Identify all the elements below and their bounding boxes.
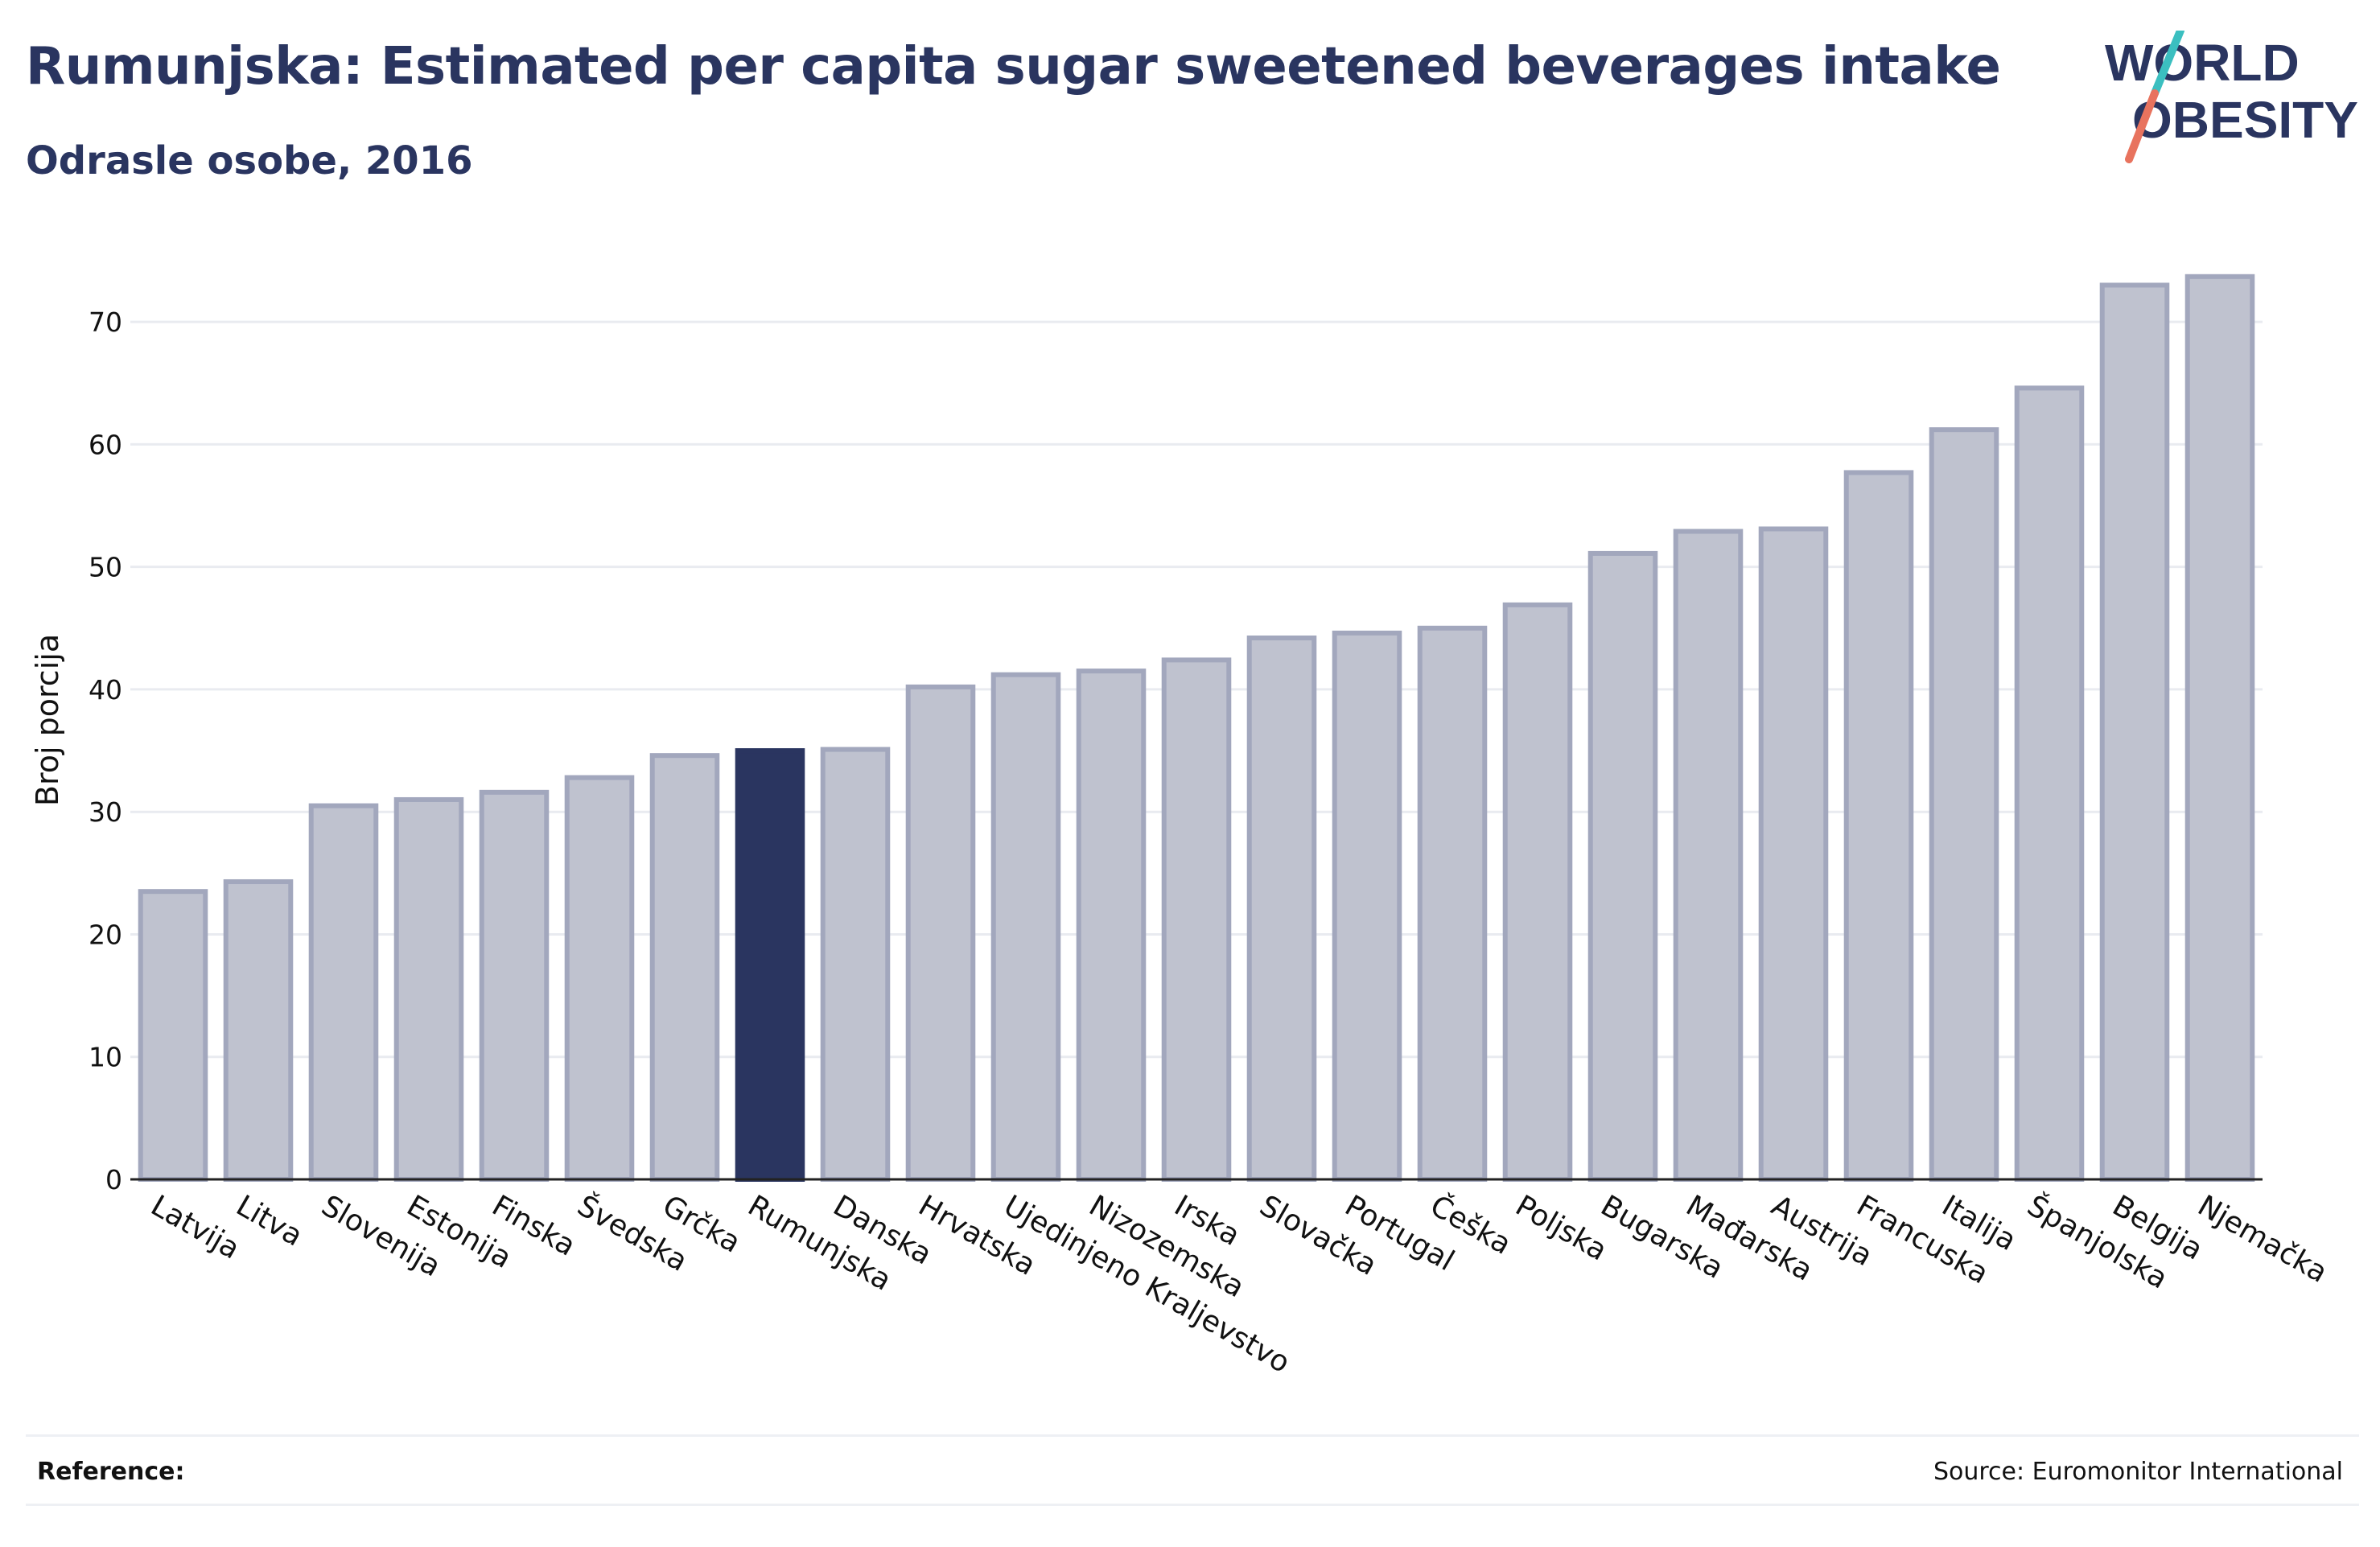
y-tick-label: 0: [105, 1164, 122, 1195]
x-tick-label: Litva: [231, 1189, 308, 1253]
bar-estonija: [393, 796, 464, 1182]
y-tick-label: 30: [89, 796, 122, 828]
world-obesity-logo: WORLD OBESITY: [2105, 31, 2358, 163]
bar-slovačka: [1246, 635, 1317, 1182]
bar-italija: [1929, 427, 1999, 1182]
y-tick-label: 70: [89, 307, 122, 338]
bar-litva: [223, 878, 294, 1182]
bar-slovenija: [308, 803, 379, 1182]
y-axis-label: Broj porcija: [30, 634, 65, 806]
x-tick-label: Njemačka: [2193, 1189, 2333, 1290]
chart-subtitle: Odrasle osobe, 2016: [26, 138, 473, 183]
bar-portugal: [1332, 630, 1402, 1182]
bar-bugarska: [1587, 550, 1658, 1182]
bar-češka: [1417, 625, 1488, 1182]
bar-irska: [1161, 657, 1232, 1182]
x-tick-label: Latvija: [146, 1189, 245, 1265]
bar-grčka: [649, 753, 720, 1182]
y-tick-label: 10: [89, 1042, 122, 1073]
bar-hrvatska: [905, 684, 976, 1182]
bar-mađarska: [1673, 529, 1744, 1182]
y-tick-labels: 0 10 20 30 40 50 60 70: [89, 307, 122, 1195]
logo-slash-teal: [2151, 31, 2184, 97]
chart-title: Rumunjska: Estimated per capita sugar sw…: [26, 37, 2001, 97]
bar-latvija: [138, 889, 208, 1182]
bar-belgija: [2099, 282, 2170, 1182]
bar-austrija: [1758, 526, 1829, 1182]
bar-španjolska: [2014, 385, 2085, 1182]
footer-divider-bottom: [26, 1504, 2359, 1506]
bars: [138, 274, 2255, 1182]
source-text: Source: Euromonitor International: [1933, 1458, 2343, 1486]
logo-line1: WORLD: [2105, 34, 2300, 92]
bar-danska: [820, 747, 891, 1182]
bar-rumunjska: [735, 748, 805, 1182]
bar-švedska: [564, 775, 635, 1182]
bar-finska: [479, 789, 550, 1182]
reference-label: Reference:: [37, 1458, 185, 1486]
y-tick-label: 60: [89, 429, 122, 460]
y-tick-label: 50: [89, 552, 122, 583]
bar-nizozemska: [1076, 669, 1147, 1182]
logo-slash-coral: [2125, 89, 2159, 163]
bar-poljska: [1502, 602, 1573, 1182]
bar-ujedinjeno-kraljevstvo: [990, 672, 1061, 1182]
bar-francuska: [1843, 470, 1914, 1182]
x-tick-label: Poljska: [1510, 1189, 1612, 1267]
bar-njemačka: [2184, 274, 2255, 1182]
footer-divider-top: [26, 1434, 2359, 1437]
y-tick-label: 40: [89, 674, 122, 706]
y-tick-label: 20: [89, 919, 122, 950]
logo-line2: OBESITY: [2132, 91, 2358, 149]
